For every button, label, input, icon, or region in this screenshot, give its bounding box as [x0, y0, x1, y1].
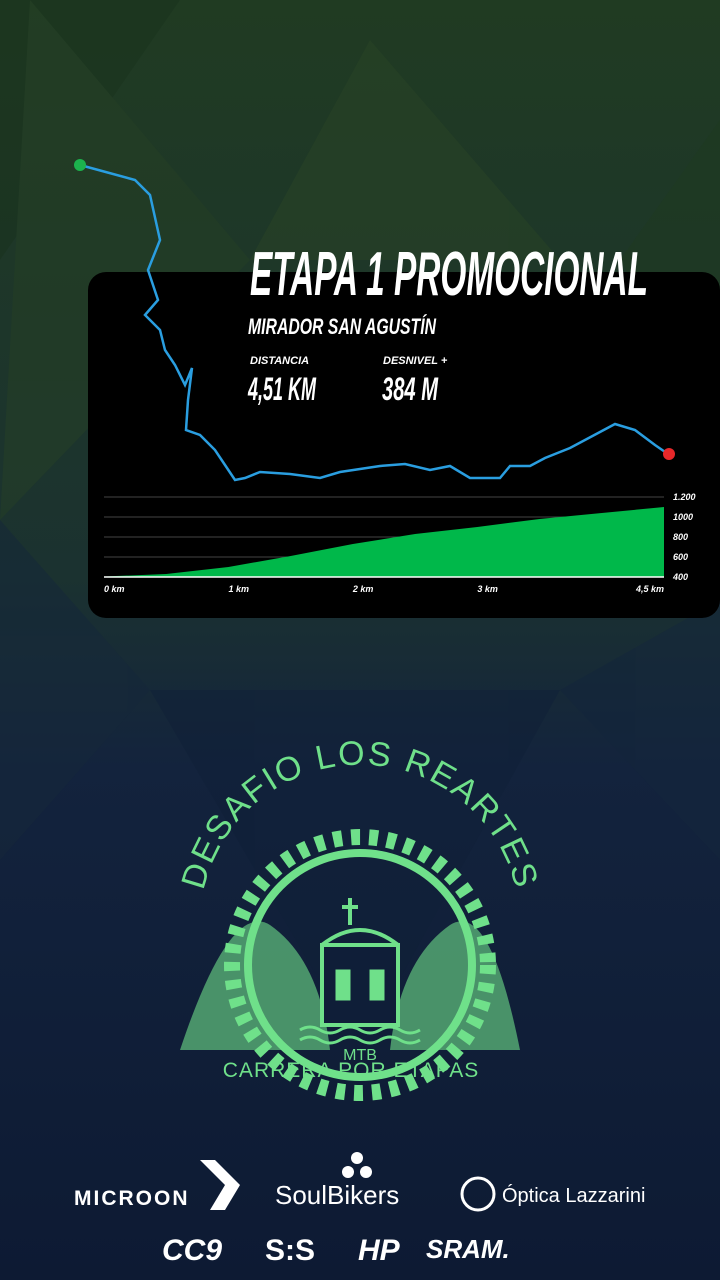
stat-label: DISTANCIA — [250, 355, 309, 367]
sponsor: SRAM. — [426, 1234, 510, 1264]
stat-value: 384 M — [382, 371, 439, 407]
y-tick-label: 400 — [672, 572, 688, 582]
route-line — [79, 163, 669, 482]
x-tick-label: 2 km — [352, 584, 374, 594]
y-tick-label: 600 — [673, 552, 688, 562]
sponsor: MICROON — [74, 1187, 190, 1210]
sponsor: Óptica Lazzarini — [502, 1184, 645, 1207]
stat-label: DESNIVEL + — [383, 355, 448, 367]
logo-tagline: CARRERA POR ETAPAS — [223, 1059, 479, 1082]
title: ETAPA 1 PROMOCIONAL — [250, 240, 648, 309]
stat-value: 4,51 KM — [247, 371, 316, 407]
y-tick-label: 1000 — [673, 512, 693, 522]
y-tick-label: 1.200 — [673, 492, 696, 502]
sponsor-icon — [342, 1152, 372, 1178]
sponsor: SoulBikers — [275, 1180, 399, 1210]
sponsor: S:S — [265, 1234, 315, 1267]
route-start — [74, 159, 86, 171]
sponsor-icon — [200, 1160, 240, 1210]
sponsors: MICROON SoulBikers Óptica Lazzarini CC9 … — [74, 1152, 645, 1267]
x-tick-label: 1 km — [228, 584, 249, 594]
sponsor: HP — [358, 1234, 401, 1267]
sponsor: CC9 — [162, 1234, 222, 1267]
sponsor-icon — [460, 1176, 496, 1212]
elevation-chart: 400 600 800 1000 1.200 0 km 1 km 2 km 3 km 4,5 km — [104, 492, 696, 594]
y-tick-label: 800 — [673, 532, 688, 542]
x-tick-label: 0 km — [104, 584, 125, 594]
x-tick-label: 3 km — [477, 584, 498, 594]
subtitle: MIRADOR SAN AGUSTÍN — [248, 314, 437, 339]
logo-badge: MTB — [343, 1047, 377, 1064]
event-logo — [180, 829, 520, 1101]
x-tick-label: 4,5 km — [635, 584, 664, 594]
route-end — [663, 448, 675, 460]
bg-facets — [0, 0, 720, 520]
elevation-area — [104, 507, 664, 577]
